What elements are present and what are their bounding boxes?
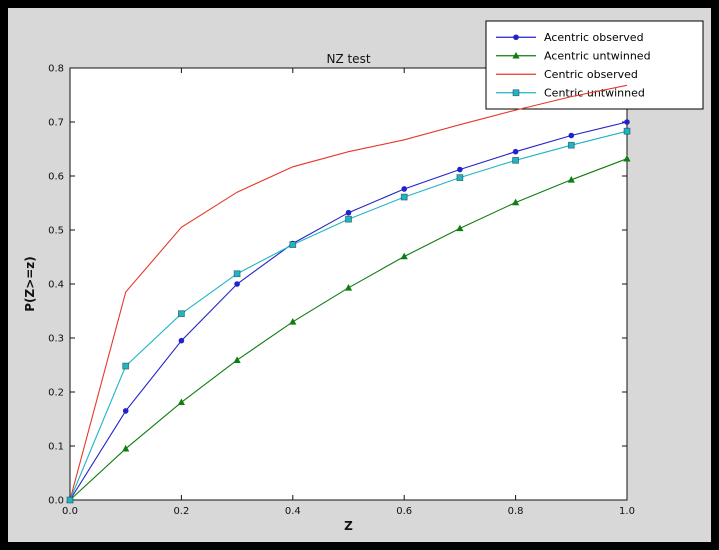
series-marker-centric-untwinned bbox=[623, 127, 631, 135]
series-marker-centric-untwinned bbox=[345, 215, 352, 223]
series-marker-acentric-untwinned bbox=[122, 444, 130, 452]
series-marker-acentric-observed bbox=[512, 148, 519, 155]
series-marker-centric-untwinned bbox=[567, 141, 575, 149]
y-tick-label: 0.2 bbox=[48, 388, 64, 399]
chart-title: NZ test bbox=[326, 52, 371, 66]
legend-label: Acentric untwinned bbox=[544, 49, 651, 62]
series-marker-acentric-untwinned bbox=[623, 154, 631, 162]
x-tick-label: 1.0 bbox=[619, 506, 635, 517]
series-marker-acentric-observed bbox=[457, 166, 463, 173]
series-marker-centric-untwinned bbox=[122, 362, 130, 370]
y-tick-label: 0.0 bbox=[48, 496, 64, 507]
x-tick-label: 0.4 bbox=[285, 506, 301, 517]
legend-sample-marker bbox=[512, 51, 520, 59]
y-tick-label: 0.8 bbox=[48, 64, 64, 75]
series-marker-acentric-observed bbox=[234, 281, 240, 287]
figure-canvas: 0.0 0.2 0.4 0.6 0.8 1.0 0.0 0.1 0.2 0.3 0.4 0.5 0.6 0… bbox=[8, 8, 711, 542]
series-marker-centric-untwinned bbox=[233, 270, 241, 278]
series-marker-acentric-untwinned bbox=[456, 224, 464, 232]
series-marker-acentric-observed bbox=[345, 209, 352, 216]
x-tick-label: 0.8 bbox=[508, 506, 524, 517]
series-marker-acentric-untwinned bbox=[289, 318, 297, 325]
y-tick-label: 0.3 bbox=[48, 334, 64, 345]
series-marker-acentric-untwinned bbox=[177, 398, 185, 406]
y-tick-label: 0.4 bbox=[48, 280, 64, 291]
series-marker-centric-untwinned bbox=[289, 241, 297, 248]
series-marker-acentric-untwinned bbox=[512, 198, 520, 206]
series-marker-acentric-observed bbox=[178, 337, 185, 344]
legend-box bbox=[485, 20, 704, 110]
legend-label: Centric untwinned bbox=[544, 86, 645, 99]
series-marker-centric-untwinned bbox=[456, 174, 464, 182]
series-marker-acentric-observed bbox=[568, 132, 575, 139]
x-tick-label: 0.6 bbox=[396, 506, 412, 517]
series-marker-acentric-untwinned bbox=[400, 252, 408, 260]
legend-sample-marker bbox=[513, 34, 519, 41]
series-marker-centric-untwinned bbox=[177, 310, 185, 318]
x-tick-label: 0.0 bbox=[62, 506, 78, 517]
legend-label: Acentric observed bbox=[544, 31, 644, 44]
series-marker-centric-untwinned bbox=[512, 156, 520, 164]
y-tick-label: 0.7 bbox=[48, 118, 64, 129]
x-axis-label: Z bbox=[344, 519, 353, 533]
series-marker-acentric-observed bbox=[122, 408, 129, 414]
y-tick-label: 0.5 bbox=[48, 226, 64, 237]
y-tick-label: 0.1 bbox=[48, 442, 64, 453]
y-axis-label: P(Z>=z) bbox=[23, 256, 37, 312]
y-tick-label: 0.6 bbox=[48, 172, 64, 183]
axis-frame bbox=[69, 67, 628, 501]
series-line-centric-observed bbox=[69, 84, 628, 501]
legend-label: Centric observed bbox=[544, 68, 638, 81]
series-marker-centric-untwinned bbox=[400, 193, 408, 201]
series-marker-acentric-untwinned bbox=[233, 356, 241, 363]
plot-area: 0.0 0.2 0.4 0.6 0.8 1.0 0.0 0.1 0.2 0.3 0.4 0.5 0.6 0… bbox=[48, 20, 704, 517]
series-marker-centric-untwinned bbox=[66, 496, 74, 504]
series-marker-acentric-untwinned bbox=[567, 175, 575, 183]
series-marker-acentric-untwinned bbox=[344, 283, 353, 291]
legend-sample-marker bbox=[512, 89, 520, 97]
series-marker-acentric-observed bbox=[401, 186, 408, 192]
series-marker-acentric-observed bbox=[624, 119, 630, 125]
x-tick-label: 0.2 bbox=[173, 506, 189, 517]
